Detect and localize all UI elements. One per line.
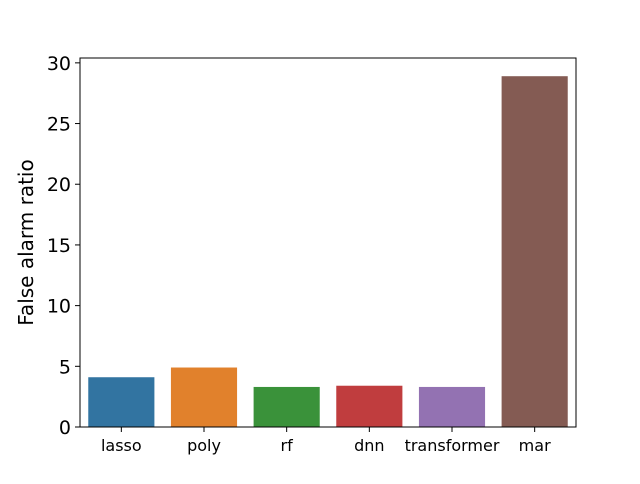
y-tick-label: 15	[47, 235, 71, 257]
bar-transformer	[418, 386, 486, 427]
y-tick-label: 5	[59, 356, 71, 378]
bar-lasso	[88, 377, 155, 427]
x-tick-label: lasso	[101, 436, 142, 455]
x-tick-label: transformer	[405, 436, 500, 455]
x-tick-label: dnn	[354, 436, 384, 455]
y-tick-label: 0	[59, 417, 71, 439]
y-axis: 0 5 10 15 20 25 30	[47, 53, 80, 439]
y-tick-label: 30	[47, 53, 71, 75]
x-tick-label: mar	[519, 436, 551, 455]
y-tick-label: 25	[47, 114, 71, 136]
plot-frame	[79, 57, 577, 428]
y-tick-label: 10	[47, 296, 71, 318]
bar-mar	[501, 76, 568, 427]
x-axis: lasso poly rf dnn transformer mar	[101, 427, 551, 455]
bar-poly	[170, 367, 238, 427]
y-axis-label: False alarm ratio	[14, 159, 38, 325]
x-tick-label: rf	[281, 436, 294, 455]
bars-group	[88, 76, 568, 427]
bar-dnn	[336, 385, 403, 427]
x-tick-label: poly	[187, 436, 221, 455]
y-tick-label: 20	[47, 174, 71, 196]
bar-rf	[253, 386, 320, 427]
